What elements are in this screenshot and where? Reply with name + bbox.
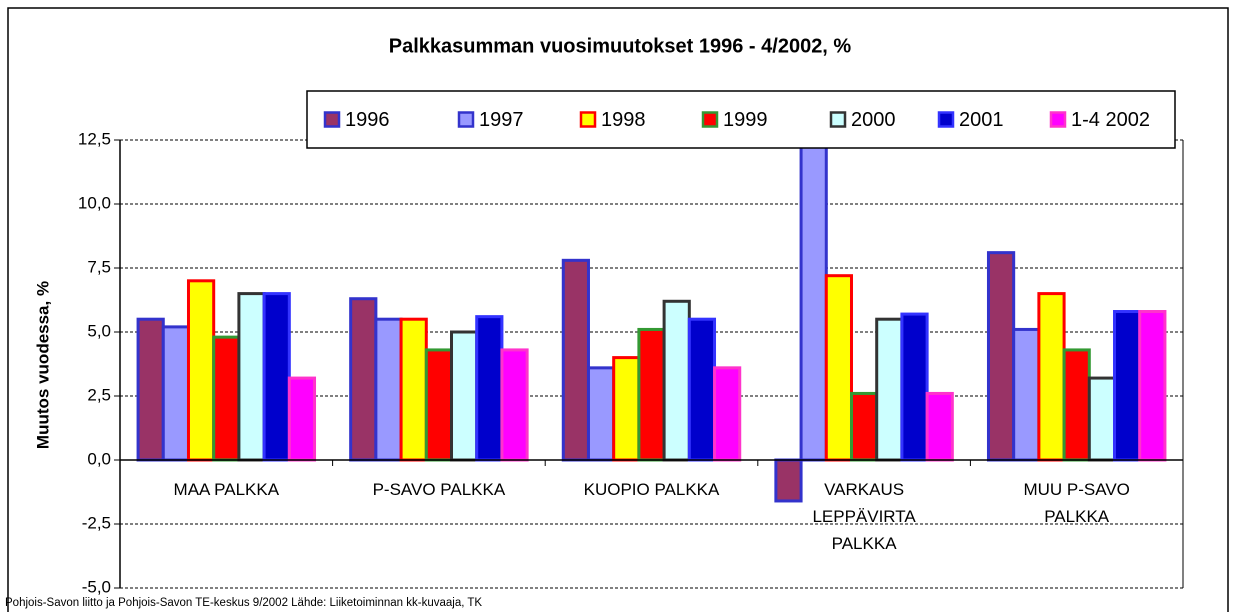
bar (424, 348, 454, 462)
legend-label: 1999 (723, 109, 768, 131)
y-tick-label: 2,5 (87, 385, 111, 404)
y-axis-label: Muutos vuodessa, % (33, 281, 52, 449)
bar (262, 292, 291, 462)
bar (824, 274, 853, 462)
legend-swatch (937, 111, 955, 128)
bar (612, 356, 641, 462)
legend-swatch (457, 111, 475, 128)
legend-label: 1996 (345, 109, 390, 131)
bar (374, 317, 403, 462)
bar (662, 299, 691, 462)
bar (713, 366, 742, 462)
bar (1012, 327, 1041, 462)
bar (875, 317, 904, 462)
bar (161, 325, 190, 462)
bar (450, 330, 479, 462)
bar (687, 317, 717, 462)
bar (1138, 310, 1167, 462)
y-tick-label: 12,5 (78, 129, 111, 148)
bar (799, 138, 828, 462)
legend-label: 1-4 2002 (1071, 109, 1150, 131)
y-tick-label: 5,0 (87, 321, 111, 340)
legend-swatch (829, 111, 847, 128)
legend-label: 1998 (601, 109, 646, 131)
x-tick-label: P-SAVO PALKKA (372, 480, 506, 499)
y-tick-label: 10,0 (78, 193, 111, 212)
legend-swatch (701, 111, 719, 128)
x-tick-label: MAA PALKKA (173, 480, 280, 499)
bar (1037, 292, 1066, 462)
legend-swatch (1049, 111, 1067, 128)
bar (287, 376, 317, 462)
bar (900, 312, 929, 462)
legend-swatch (579, 111, 597, 128)
x-tick-label: VARKAUS LEPPÄVIRTA PALKKA (812, 480, 916, 553)
legend-label: 2000 (851, 109, 896, 131)
legend-box (306, 90, 1176, 149)
legend-swatch (323, 111, 341, 128)
bar (986, 251, 1016, 462)
bar (1113, 310, 1142, 462)
bar (561, 258, 590, 462)
x-tick-label: MUU P-SAVO PALKKA (1023, 480, 1130, 526)
bar (774, 458, 803, 503)
bar (212, 335, 241, 462)
bar (637, 327, 666, 462)
bar (925, 391, 954, 462)
y-tick-label: -5,0 (82, 577, 111, 596)
y-tick-label: -2,5 (82, 513, 111, 532)
legend-label: 1997 (479, 109, 524, 131)
bar (500, 348, 529, 462)
y-tick-label: 0,0 (87, 449, 111, 468)
bar (399, 317, 428, 462)
bar (186, 279, 216, 462)
bar (475, 315, 504, 462)
bar (1087, 376, 1117, 462)
chart-title: Palkkasumman vuosimuutokset 1996 - 4/200… (389, 35, 852, 57)
legend-label: 2001 (959, 109, 1004, 131)
y-tick-label: 7,5 (87, 257, 111, 276)
bar (849, 391, 879, 462)
bar (237, 292, 266, 462)
x-tick-label: KUOPIO PALKKA (583, 480, 720, 499)
bar (586, 366, 616, 462)
bar (136, 317, 165, 462)
footer: Pohjois-Savon liitto ja Pohjois-Savon TE… (5, 597, 482, 609)
frame (7, 7, 1229, 612)
bar (1062, 348, 1091, 462)
bar (349, 297, 378, 462)
